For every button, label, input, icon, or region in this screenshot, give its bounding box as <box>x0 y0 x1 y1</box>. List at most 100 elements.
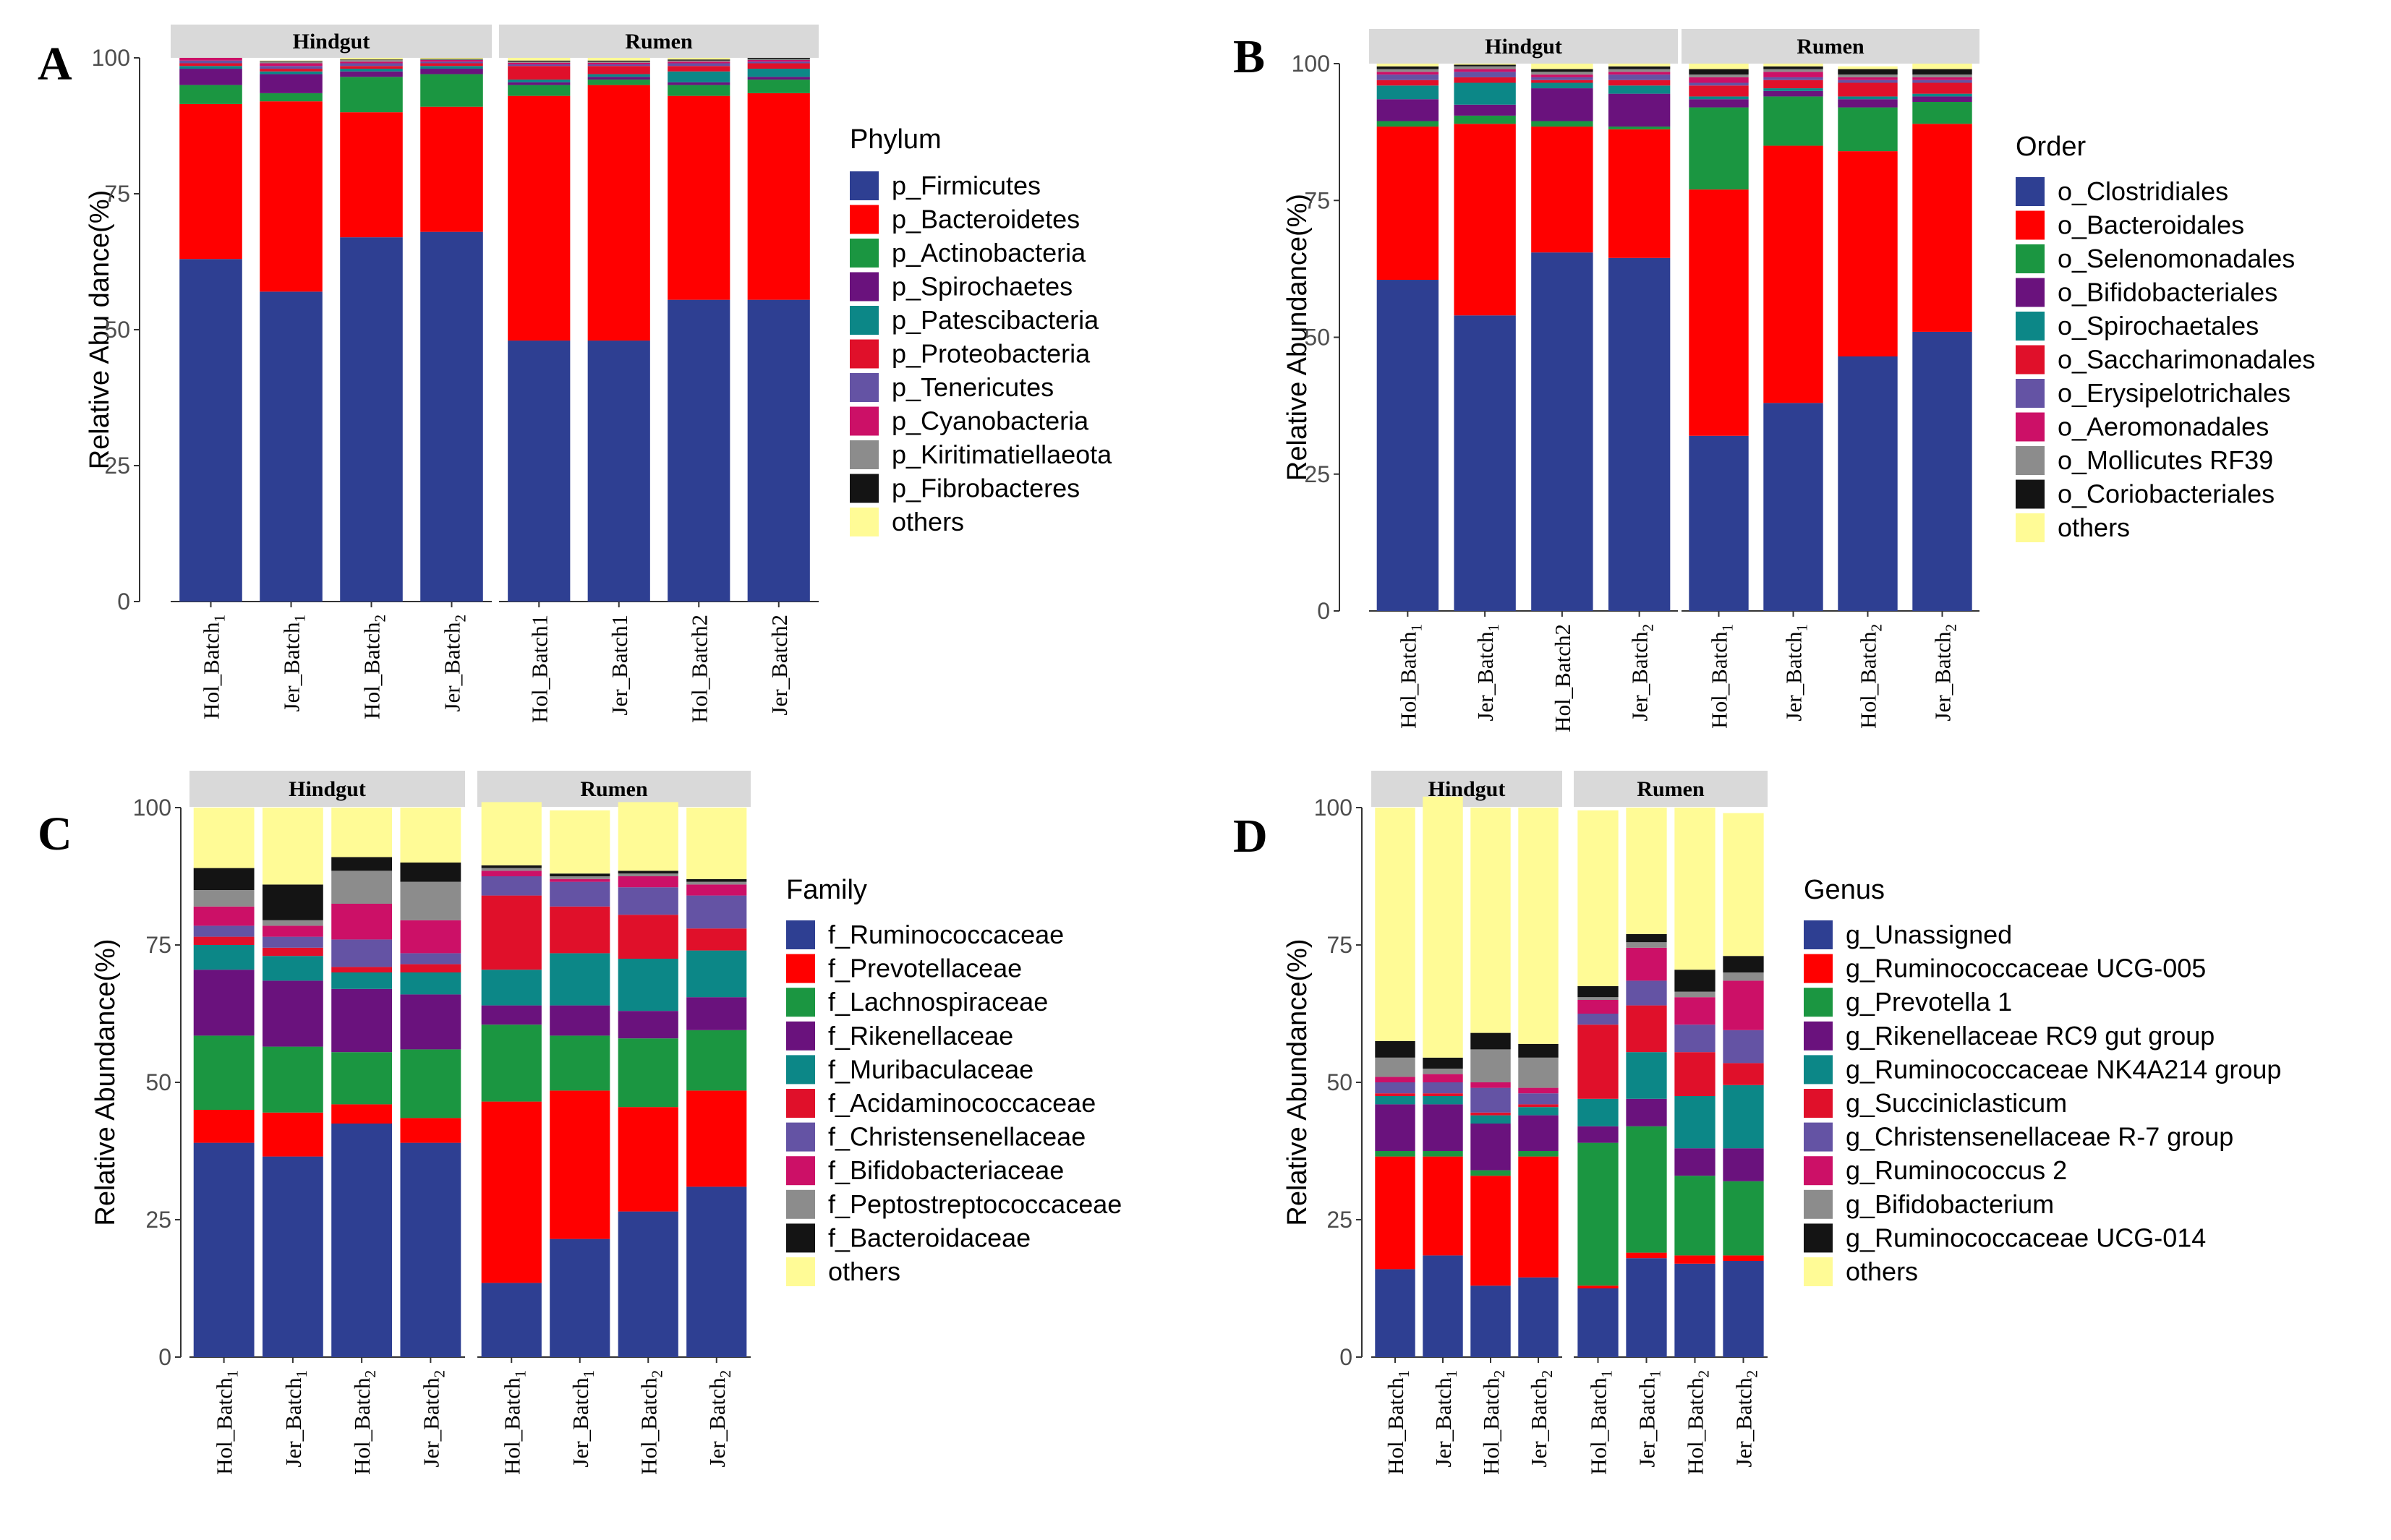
bar-segment <box>340 66 403 69</box>
y-tick-label: 0 <box>1339 1344 1352 1370</box>
bar-segment <box>481 1283 542 1357</box>
legend-label: o_Mollicutes RF39 <box>2058 445 2273 475</box>
bar-segment <box>1838 356 1898 611</box>
legend-swatch <box>850 339 879 369</box>
bar-segment <box>260 66 323 69</box>
bar-segment <box>1674 1176 1716 1256</box>
bar-segment <box>1470 1176 1511 1286</box>
bar-segment <box>481 870 542 876</box>
legend-label: g_Rikenellaceae RC9 gut group <box>1846 1021 2215 1051</box>
bar-segment <box>1763 66 1823 69</box>
x-tick-label: Jer_Batch1 <box>1472 624 1502 721</box>
legend-label: f_Christensenellaceae <box>828 1122 1086 1152</box>
legend-label: o_Erysipelotrichales <box>2058 378 2290 408</box>
bar-segment <box>1689 64 1749 69</box>
x-tick-label-subscript: 2 <box>1695 1370 1713 1378</box>
legend-swatch <box>1804 1223 1833 1253</box>
x-tick-label-base: Jer_Batch <box>1635 1377 1660 1467</box>
bar-segment <box>1912 82 1972 94</box>
legend-label: o_Clostridiales <box>2058 176 2228 206</box>
x-tick-label-base: Jer_Batch <box>1781 631 1807 721</box>
bar-segment <box>1376 127 1439 281</box>
legend-label: p_Cyanobacteria <box>892 406 1089 436</box>
bar-segment <box>587 341 650 602</box>
legend-label: f_Acidaminococcaceae <box>828 1088 1096 1118</box>
bar-segment <box>1763 69 1823 72</box>
x-tick-label-base: Jer_Batch <box>1526 1377 1551 1467</box>
x-tick-label-base: Hol_Batch2 <box>686 615 712 723</box>
panel-a: A Relative Abu dance(%) 0 25 50 75 100 Hindgut H… <box>38 25 1112 723</box>
legend-label: g_Christensenellaceae R-7 group <box>1846 1122 2233 1152</box>
bar-segment <box>747 77 810 80</box>
x-tick-label-base: Jer_Batch <box>1731 1377 1757 1467</box>
bar-segment <box>1838 77 1898 80</box>
bar-segment <box>331 808 393 857</box>
bar-segment <box>1531 74 1593 77</box>
bar-segment <box>1763 64 1823 67</box>
bar-segment <box>587 85 650 341</box>
bar-segment <box>1577 1286 1619 1288</box>
legend-label: others <box>828 1257 900 1286</box>
bar-segment <box>262 1156 323 1357</box>
x-tick-label-base: Jer_Batch <box>279 622 304 711</box>
bar-segment <box>618 959 678 1011</box>
legend-swatch <box>1804 1021 1833 1051</box>
legend-label: f_Lachnospiraceae <box>828 987 1048 1017</box>
bar-segment <box>686 884 747 896</box>
bar-segment <box>508 62 571 65</box>
legend-swatch <box>786 1122 815 1152</box>
bar-segment <box>550 1090 610 1239</box>
bar-segment <box>331 1104 393 1124</box>
bar-segment <box>193 1110 255 1143</box>
bar-segment <box>1375 1041 1415 1058</box>
legend-title: Phylum <box>850 124 942 155</box>
bar-segment <box>587 80 650 85</box>
bar-segment <box>1376 280 1439 611</box>
legend-swatch <box>850 508 879 536</box>
x-tick-label: Jer_Batch1 <box>607 615 632 715</box>
x-tick-label-base: Jer_Batch2 <box>767 615 792 715</box>
bar-segment <box>420 66 483 69</box>
bar-segment <box>340 58 403 60</box>
bar-segment <box>1423 1156 1463 1256</box>
bar-segment <box>550 953 610 1006</box>
x-tick-label-base: Hol_Batch <box>1478 1377 1504 1475</box>
y-tick-label: 0 <box>158 1344 171 1370</box>
legend-swatch <box>850 171 879 200</box>
bar-segment <box>508 85 571 96</box>
bar-segment <box>420 74 483 107</box>
legend-label: o_Selenomonadales <box>2058 244 2295 273</box>
x-tick-label-subscript: 1 <box>1647 1370 1664 1378</box>
legend-swatch <box>850 272 879 301</box>
y-axis-label: Relative Abundance(%) <box>1282 194 1313 481</box>
x-tick-label: Hol_Batch1 <box>527 615 552 723</box>
bar-segment <box>1531 64 1593 69</box>
bar-segment <box>1674 1052 1716 1096</box>
bar-segment <box>1723 972 1764 981</box>
legend-swatch <box>850 205 879 234</box>
bar-segment <box>618 1211 678 1357</box>
bar-segment <box>747 93 810 300</box>
bar-segment <box>1723 1261 1764 1357</box>
bar-segment <box>1689 435 1749 611</box>
bar-segment <box>1531 252 1593 611</box>
x-tick-label: Hol_Batch1 <box>1707 624 1736 729</box>
legend-label: g_Ruminococcaceae UCG-014 <box>1846 1223 2206 1252</box>
bar-segment <box>193 890 255 907</box>
legend-swatch <box>850 440 879 469</box>
bar-segment <box>179 259 242 602</box>
x-tick-label-base: Jer_Batch1 <box>607 615 632 715</box>
x-tick-label-base: Hol_Batch2 <box>1550 624 1575 732</box>
bar-segment <box>1518 1057 1559 1088</box>
legend-swatch <box>2016 210 2045 240</box>
bar-segment <box>747 60 810 62</box>
bar-segment <box>1689 107 1749 190</box>
y-tick-label: 50 <box>104 317 130 343</box>
bar-segment <box>508 82 571 85</box>
y-tick-label: 0 <box>117 589 130 615</box>
bar-segment <box>1375 1096 1415 1105</box>
bar-segment <box>1674 1263 1716 1357</box>
bar-segment <box>587 58 650 61</box>
bar-segment <box>420 106 483 232</box>
